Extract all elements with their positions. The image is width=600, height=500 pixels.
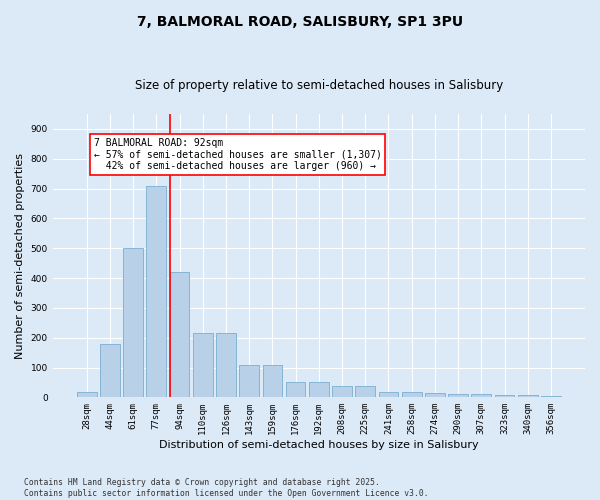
Bar: [77, 392, 97, 398]
Bar: [448, 394, 468, 398]
Bar: [170, 272, 190, 398]
X-axis label: Distribution of semi-detached houses by size in Salisbury: Distribution of semi-detached houses by …: [159, 440, 479, 450]
Bar: [216, 333, 236, 398]
Bar: [425, 393, 445, 398]
Bar: [541, 396, 561, 398]
Bar: [100, 344, 120, 398]
Bar: [518, 395, 538, 398]
Bar: [309, 382, 329, 398]
Text: 7, BALMORAL ROAD, SALISBURY, SP1 3PU: 7, BALMORAL ROAD, SALISBURY, SP1 3PU: [137, 15, 463, 29]
Bar: [379, 392, 398, 398]
Bar: [123, 248, 143, 398]
Bar: [263, 364, 282, 398]
Y-axis label: Number of semi-detached properties: Number of semi-detached properties: [15, 152, 25, 358]
Bar: [402, 392, 422, 398]
Title: Size of property relative to semi-detached houses in Salisbury: Size of property relative to semi-detach…: [135, 79, 503, 92]
Bar: [193, 333, 212, 398]
Bar: [286, 382, 305, 398]
Bar: [355, 386, 375, 398]
Bar: [472, 394, 491, 398]
Bar: [146, 186, 166, 398]
Bar: [332, 386, 352, 398]
Bar: [239, 364, 259, 398]
Text: 7 BALMORAL ROAD: 92sqm
← 57% of semi-detached houses are smaller (1,307)
  42% o: 7 BALMORAL ROAD: 92sqm ← 57% of semi-det…: [94, 138, 382, 171]
Text: Contains HM Land Registry data © Crown copyright and database right 2025.
Contai: Contains HM Land Registry data © Crown c…: [24, 478, 428, 498]
Bar: [494, 395, 514, 398]
